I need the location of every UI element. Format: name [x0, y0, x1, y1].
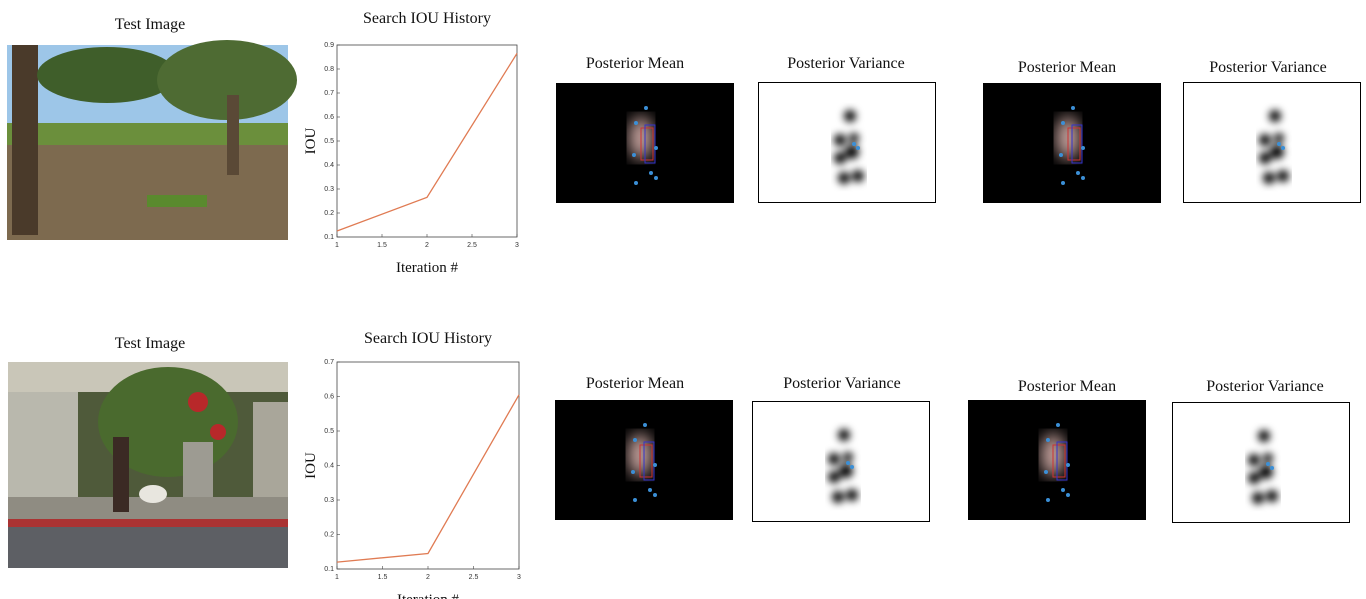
y-tick-label: 0.6 — [324, 393, 334, 400]
mean-map — [555, 400, 733, 520]
x-tick-label: 1 — [335, 574, 339, 581]
mean-map — [983, 83, 1161, 203]
y-tick-label: 0.4 — [324, 162, 334, 169]
panel-title: Posterior Mean — [1018, 378, 1116, 395]
iou-line — [336, 53, 518, 232]
panel-title: Posterior Mean — [1018, 59, 1116, 76]
plot-frame — [336, 361, 520, 570]
panel-title: Posterior Mean — [586, 375, 684, 392]
x-tick-label: 1.5 — [378, 574, 388, 581]
y-tick-label: 0.7 — [324, 90, 334, 97]
y-axis-label: IOU — [303, 128, 319, 155]
variance-map — [1184, 83, 1361, 203]
y-tick-label: 0.3 — [324, 497, 334, 504]
iou-line — [336, 394, 520, 563]
image-title: Test Image — [115, 335, 185, 352]
panel-title: Posterior Mean — [586, 55, 684, 72]
y-tick-label: 0.2 — [324, 210, 334, 217]
variance-map — [759, 83, 936, 203]
y-axis-label: IOU — [303, 452, 319, 479]
x-tick-label: 3 — [515, 242, 519, 249]
y-tick-label: 0.3 — [324, 186, 334, 193]
test-photo — [7, 40, 297, 240]
chart-title: Search IOU History — [363, 10, 491, 27]
y-tick-label: 0.4 — [324, 462, 334, 469]
y-tick-label: 0.1 — [324, 234, 334, 241]
x-tick-label: 2.5 — [467, 242, 477, 249]
x-tick-label: 3 — [517, 574, 521, 581]
x-tick-label: 2 — [425, 242, 429, 249]
chart-title: Search IOU History — [364, 330, 492, 347]
y-tick-label: 0.1 — [324, 566, 334, 573]
variance-map — [1173, 403, 1350, 523]
test-photo — [8, 362, 288, 568]
x-tick-label: 1.5 — [377, 242, 387, 249]
y-tick-label: 0.9 — [324, 42, 334, 49]
x-tick-label: 2.5 — [469, 574, 479, 581]
x-axis-label: Iteration # — [396, 260, 459, 276]
panel-title: Posterior Variance — [1206, 378, 1323, 395]
panel-title: Posterior Variance — [783, 375, 900, 392]
panel-title: Posterior Variance — [1209, 59, 1326, 76]
y-tick-label: 0.5 — [324, 428, 334, 435]
y-tick-label: 0.8 — [324, 66, 334, 73]
x-tick-label: 2 — [426, 574, 430, 581]
x-axis-label: Iteration # — [397, 592, 460, 599]
y-tick-label: 0.5 — [324, 138, 334, 145]
panel-title: Posterior Variance — [787, 55, 904, 72]
x-tick-label: 1 — [335, 242, 339, 249]
mean-map — [556, 83, 734, 203]
y-tick-label: 0.2 — [324, 531, 334, 538]
mean-map — [968, 400, 1146, 520]
variance-map — [753, 402, 930, 522]
image-title: Test Image — [115, 16, 185, 33]
plot-frame — [336, 44, 518, 238]
y-tick-label: 0.6 — [324, 114, 334, 121]
y-tick-label: 0.7 — [324, 359, 334, 366]
